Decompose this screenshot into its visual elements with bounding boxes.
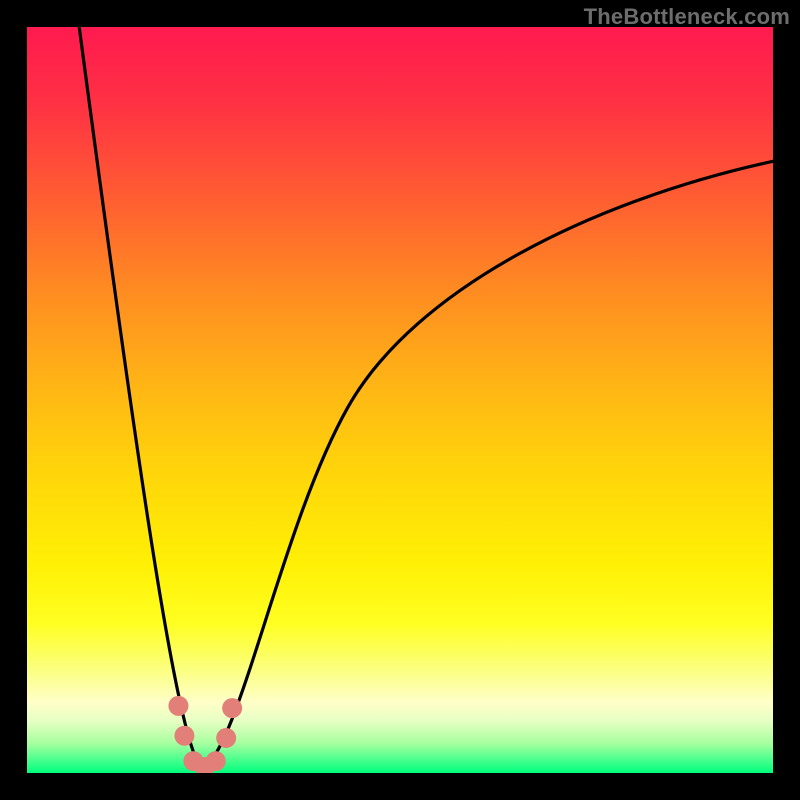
marker-dot <box>206 751 226 771</box>
bottleneck-curve <box>79 27 773 769</box>
chart-svg <box>27 27 773 773</box>
marker-group <box>168 696 242 773</box>
marker-dot <box>222 698 242 718</box>
marker-dot <box>168 696 188 716</box>
plot-area <box>27 27 773 773</box>
chart-root: TheBottleneck.com <box>0 0 800 800</box>
marker-dot <box>174 726 194 746</box>
marker-dot <box>216 728 236 748</box>
